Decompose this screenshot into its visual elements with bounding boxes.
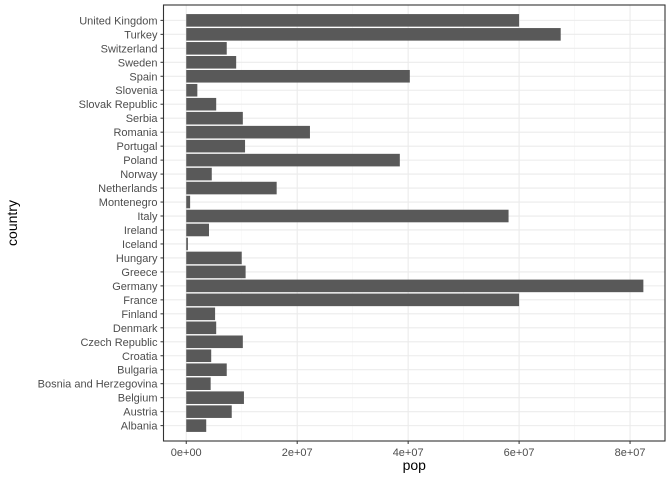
y-tick-label: Ireland: [124, 225, 158, 237]
bar: [186, 69, 410, 83]
y-tick-label: United Kingdom: [79, 15, 157, 27]
bar: [186, 209, 509, 223]
x-tick-label: 0e+00: [171, 447, 202, 459]
bar: [186, 363, 227, 377]
y-tick-label: Spain: [129, 71, 157, 83]
x-tick-label: 8e+07: [615, 447, 646, 459]
y-tick-label: Belgium: [118, 393, 158, 405]
y-axis-ticks: United Kingdom Turkey Switzerland Sweden Spa…: [38, 15, 164, 433]
x-tick-label: 4e+07: [393, 447, 424, 459]
y-tick-label: France: [123, 295, 157, 307]
panel-border: [162, 4, 666, 442]
bar: [186, 391, 244, 404]
bar: [186, 56, 237, 69]
y-tick-label: Bosnia and Herzegovina: [38, 379, 159, 391]
x-axis-title: pop: [403, 457, 427, 473]
bar: [186, 181, 277, 195]
y-axis-title: country: [4, 200, 20, 246]
y-tick-label: Germany: [112, 281, 158, 293]
y-tick-label: Serbia: [126, 113, 159, 125]
bar: [186, 111, 243, 125]
bar: [186, 125, 310, 139]
x-axis-ticks: 0e+00 2e+07 4e+07 6e+07 8e+07: [171, 441, 646, 459]
y-tick-label: Switzerland: [101, 43, 158, 55]
bar: [186, 335, 243, 349]
y-tick-label: Italy: [137, 211, 158, 223]
y-tick-label: Turkey: [124, 29, 158, 41]
bar: [186, 307, 216, 321]
y-tick-label: Iceland: [122, 239, 157, 251]
y-tick-label: Hungary: [116, 253, 158, 265]
bar: [186, 28, 561, 41]
y-tick-label: Albania: [121, 421, 159, 433]
bars: [186, 14, 644, 432]
bar: [186, 237, 188, 251]
bar: [186, 167, 212, 181]
y-tick-label: Austria: [123, 407, 158, 419]
bar: [186, 223, 209, 237]
y-tick-label: Portugal: [117, 141, 158, 153]
y-tick-label: Montenegro: [99, 197, 158, 209]
bar: [186, 195, 191, 209]
y-tick-label: Bulgaria: [117, 365, 158, 377]
y-tick-label: Sweden: [118, 57, 158, 69]
bar: [186, 349, 212, 363]
y-tick-label: Romania: [113, 127, 158, 139]
y-tick-label: Poland: [123, 155, 157, 167]
bar: [186, 139, 246, 153]
y-tick-label: Slovenia: [115, 85, 158, 97]
y-tick-label: Norway: [120, 169, 158, 181]
y-tick-label: Czech Republic: [80, 337, 158, 349]
x-tick-label: 2e+07: [282, 447, 313, 459]
bar: [186, 42, 227, 55]
x-tick-label: 6e+07: [504, 447, 535, 459]
y-tick-label: Slovak Republic: [79, 99, 158, 111]
bar: [186, 321, 217, 335]
bar: [186, 97, 217, 111]
y-tick-label: Greece: [121, 267, 157, 279]
y-tick-label: Croatia: [122, 351, 158, 363]
bar: [186, 293, 520, 307]
bar: [186, 279, 644, 293]
y-tick-label: Denmark: [113, 323, 158, 335]
bar: [186, 419, 207, 432]
y-tick-label: Finland: [121, 309, 157, 321]
bar: [186, 405, 232, 418]
bar: [186, 265, 246, 279]
bar: [186, 251, 242, 265]
bar: [186, 14, 520, 27]
bar: [186, 153, 400, 167]
bar: [186, 377, 211, 390]
y-tick-label: Netherlands: [98, 183, 158, 195]
bar: [186, 83, 198, 97]
